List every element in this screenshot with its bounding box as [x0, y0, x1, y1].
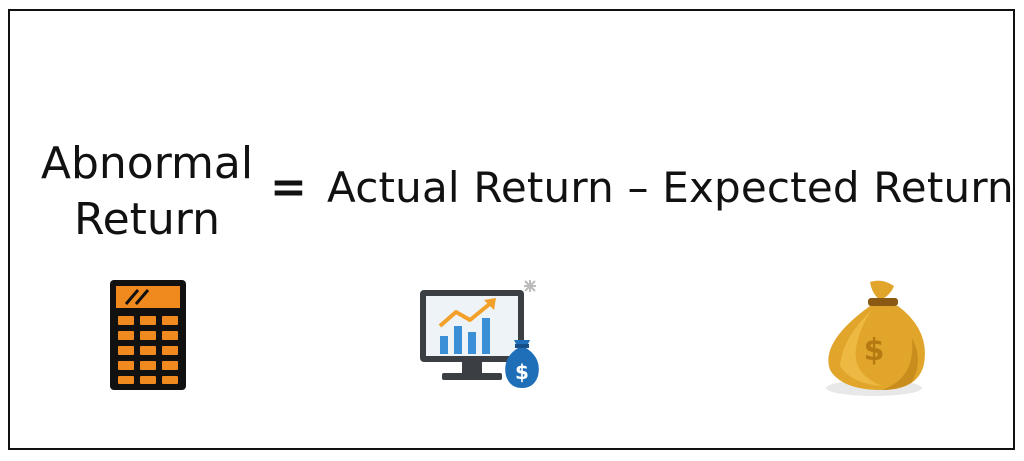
- svg-text:$: $: [864, 333, 885, 368]
- equals-sign: =: [270, 162, 307, 213]
- lhs-line-1: Abnormal: [40, 138, 254, 189]
- calculator-icon: [110, 280, 186, 390]
- monitor-chart-icon: $: [420, 280, 539, 388]
- lhs-line-2: Return: [73, 194, 220, 245]
- svg-text:$: $: [515, 360, 529, 384]
- formula-rhs: Actual Return – Expected Return: [327, 163, 1014, 212]
- money-bag-icon: $: [826, 280, 925, 396]
- formula-lhs: Abnormal Return: [22, 136, 272, 248]
